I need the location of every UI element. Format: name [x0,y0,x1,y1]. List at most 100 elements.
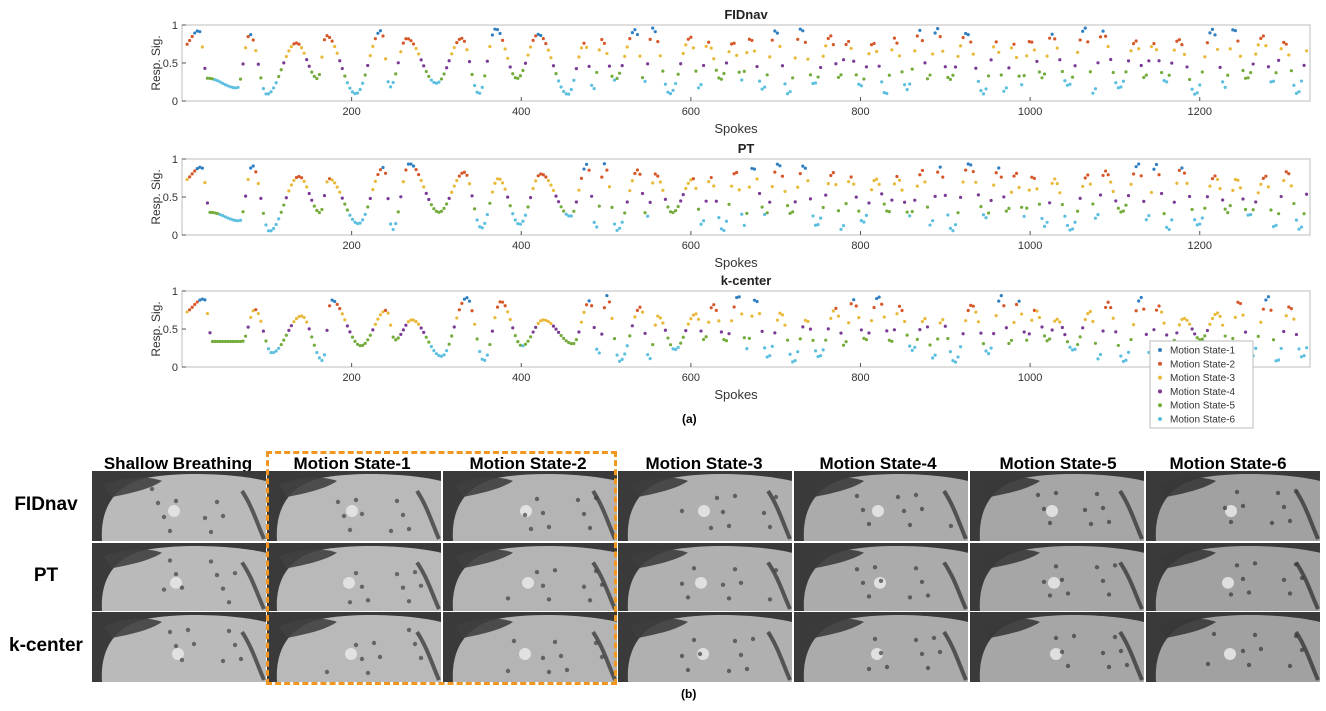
data-point [1159,191,1164,196]
data-point [417,52,421,56]
data-point [997,50,1001,54]
data-point [1254,52,1258,56]
data-point [361,218,365,222]
data-point [958,345,963,349]
data-point [620,357,624,362]
data-point [513,333,517,338]
data-point [760,205,764,209]
data-point [722,228,726,233]
data-point [266,347,271,351]
data-point [897,54,902,58]
data-point [1134,309,1138,313]
data-point [928,223,932,227]
data-point [1147,59,1151,63]
data-point [1129,49,1133,53]
data-point [1009,338,1014,343]
data-point [750,314,754,318]
data-point [1218,314,1222,318]
data-point [653,30,657,34]
data-point [1050,32,1054,36]
data-point [289,183,294,187]
data-point [1086,40,1090,44]
data-point [228,339,232,344]
data-point [704,335,708,339]
data-point [406,37,411,41]
data-point [1129,337,1133,342]
data-point [1114,330,1118,334]
data-point [233,339,238,344]
data-point [1200,337,1204,341]
data-point [475,90,479,94]
data-point [1282,329,1286,334]
data-point [503,47,507,51]
data-point [971,304,975,308]
data-point [350,90,355,94]
data-point [1040,76,1044,80]
data-point [612,78,617,82]
data-point [709,175,713,180]
mri-image [267,612,441,682]
data-point [381,34,385,38]
data-point [801,29,805,33]
data-point [656,314,660,318]
data-point [938,165,942,169]
data-point [564,212,568,216]
mri-image [443,543,617,611]
data-point [1124,203,1128,207]
data-point [399,332,403,337]
data-point [920,168,925,173]
data-point [592,220,596,224]
data-point [340,312,344,316]
data-point [854,73,858,77]
data-point [277,217,281,221]
data-point [1175,331,1179,335]
data-point [473,207,477,211]
data-point [439,77,444,81]
data-point [679,62,683,66]
data-point [1045,339,1049,343]
column-title: Motion State-5 [999,454,1117,473]
data-point [1154,162,1159,167]
data-point [946,75,950,80]
data-point [1121,79,1126,83]
data-point [554,327,558,331]
data-point [1053,177,1057,181]
data-point [284,54,288,59]
data-point [302,51,306,55]
data-point [221,339,225,344]
data-point [1149,44,1154,49]
data-point [994,171,998,175]
data-point [1271,79,1276,83]
data-point [1131,323,1136,327]
data-point [981,342,986,346]
data-point [190,172,194,176]
data-point [343,74,347,78]
data-point [1282,40,1286,44]
data-point [630,179,634,183]
data-point [277,346,281,350]
data-point [546,319,550,324]
data-point [521,344,525,348]
data-point [1053,319,1057,323]
data-point [269,350,273,355]
data-point [1124,70,1128,74]
data-point [803,40,807,44]
data-point [1116,206,1120,210]
data-point [1269,308,1273,312]
data-point [1081,184,1085,189]
data-point [338,190,342,194]
data-point [829,173,833,178]
data-point [1233,177,1237,182]
data-point [1277,358,1281,362]
data-point [819,65,823,70]
data-point [353,339,357,343]
data-point [618,359,622,363]
data-point [936,170,940,174]
data-point [305,185,309,189]
data-point [760,87,764,91]
data-point [322,38,327,42]
data-point [992,183,996,187]
data-point [826,36,830,41]
data-point [368,196,372,201]
